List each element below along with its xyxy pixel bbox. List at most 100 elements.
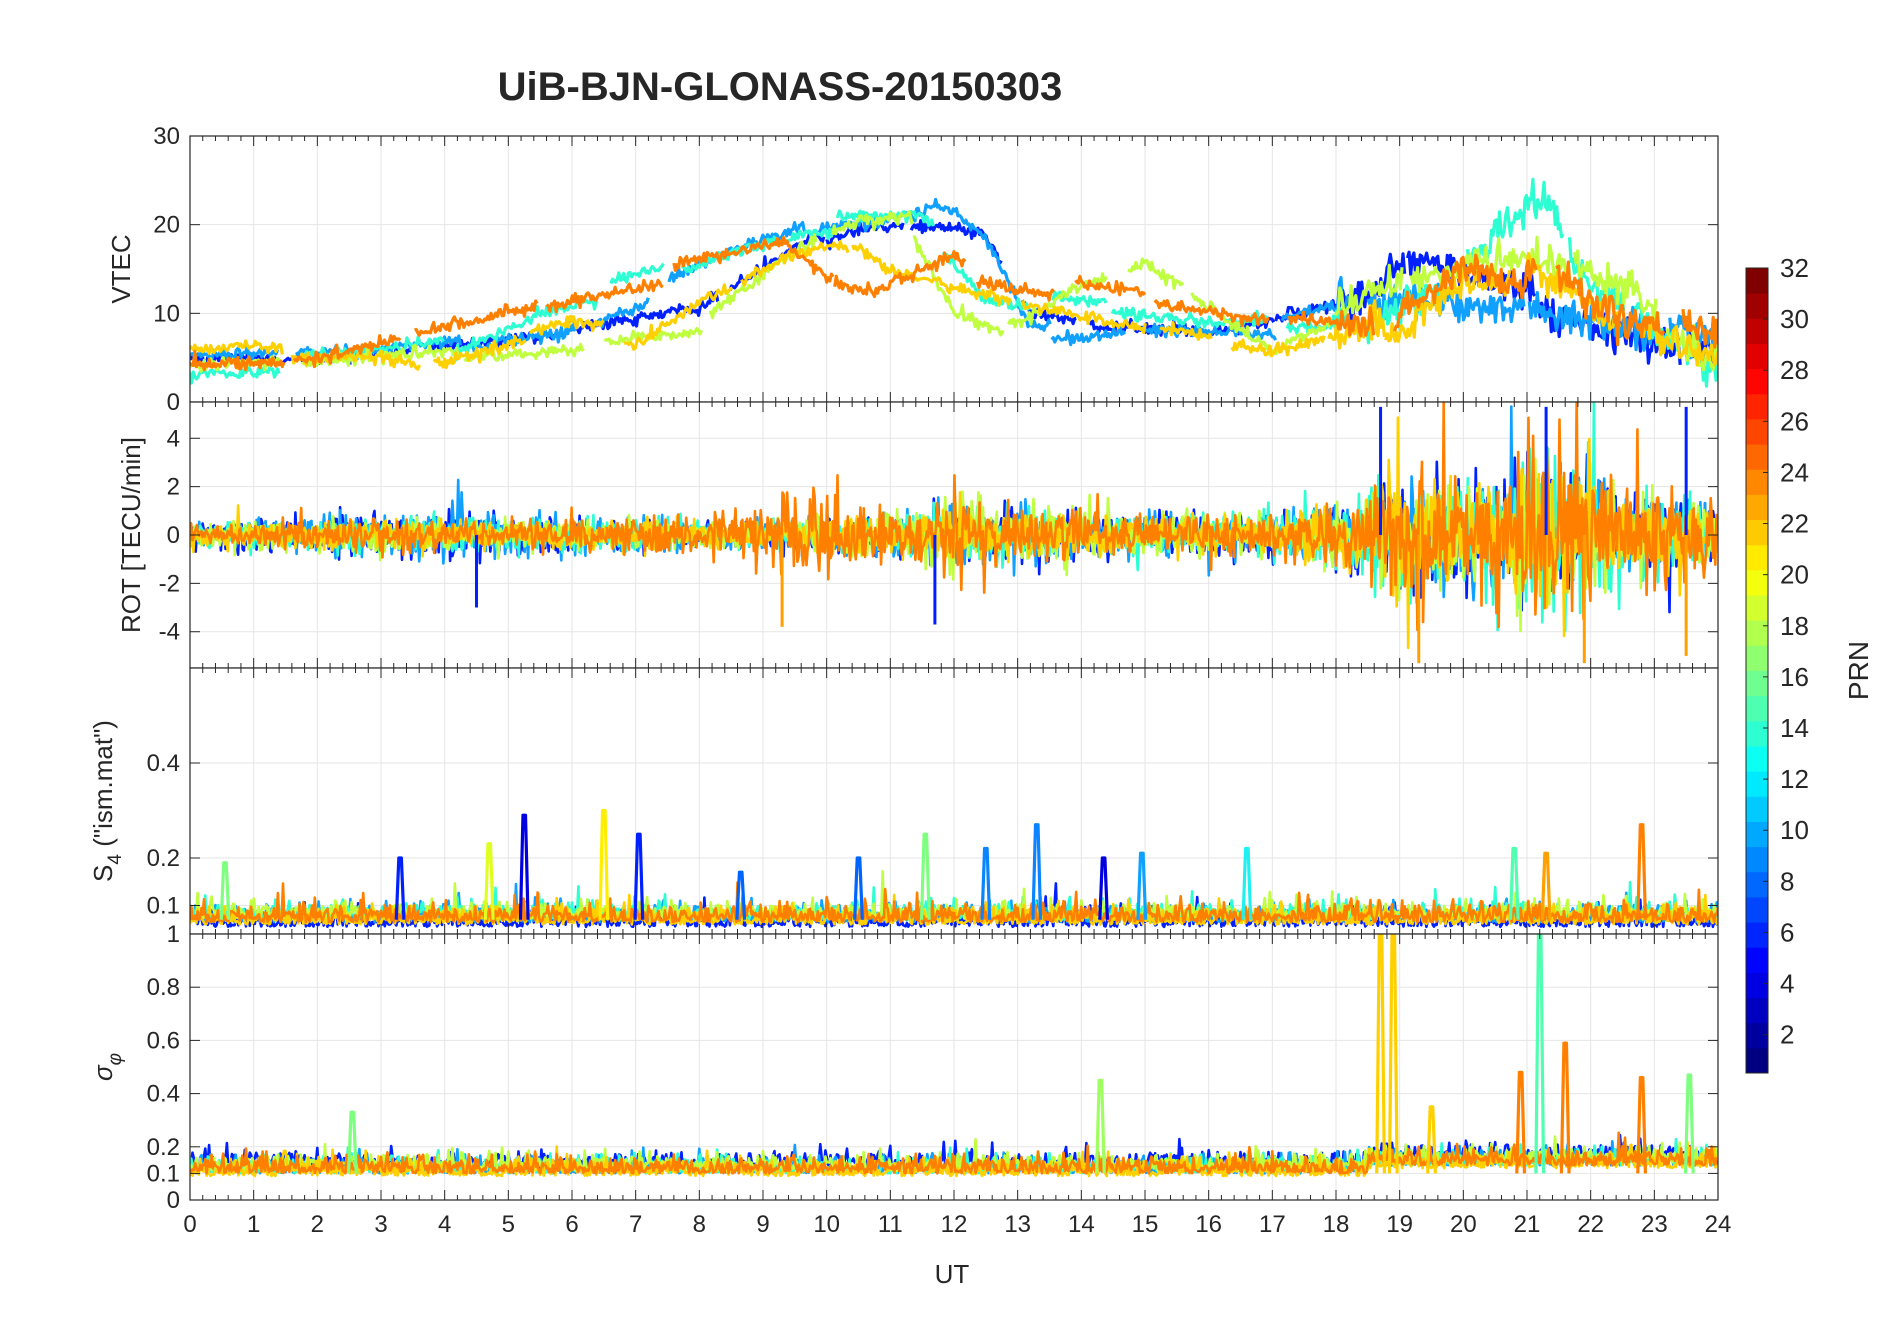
colorbar-segment: [1746, 745, 1768, 772]
sigma_phi-y-tick-label: 0.8: [147, 974, 180, 1001]
sigma_phi-y-tick-label: 1: [167, 921, 180, 948]
s4-peak: [598, 808, 610, 920]
colorbar-segment: [1746, 670, 1768, 697]
x-tick-label: 7: [629, 1211, 642, 1238]
colorbar-tick-label: 2: [1780, 1020, 1794, 1050]
rot-y-tick-label: 4: [167, 425, 180, 452]
s4-peak: [1098, 856, 1110, 920]
vtec-series-prn-24: [833, 250, 967, 299]
x-tick-label: 2: [311, 1211, 324, 1238]
x-tick-label: 18: [1323, 1211, 1350, 1238]
vtec-series-prn-21: [1159, 321, 1213, 341]
s4-peak: [853, 856, 864, 920]
vtec-x-ticks: [189, 136, 1719, 402]
s4-y-tick-label: 0.2: [147, 845, 180, 872]
colorbar-label: PRN: [1843, 641, 1874, 700]
colorbar-tick-label: 24: [1780, 457, 1809, 487]
colorbar-segment: [1746, 268, 1768, 294]
x-axis-label: UT: [935, 1259, 970, 1289]
vtec-series-prn-24: [1153, 299, 1270, 328]
colorbar-tick-label: 16: [1780, 662, 1809, 692]
sigma_phi-peak: [1534, 934, 1546, 1174]
colorbar-segment: [1746, 947, 1768, 973]
rot-series-prn-24: [190, 402, 1718, 632]
rot-x-ticks: [189, 402, 1719, 668]
s4-peak: [1508, 846, 1520, 920]
s4-peak: [483, 842, 495, 920]
vtec-series-prn-21: [1021, 299, 1147, 335]
colorbar-border: [1745, 267, 1769, 1074]
x-tick-label: 16: [1195, 1211, 1222, 1238]
x-tick-label: 11: [878, 1211, 903, 1238]
s4-y-axis-label: S4 ("ism.mat"): [88, 720, 126, 882]
x-tick-label: 13: [1004, 1211, 1031, 1238]
s4-series-prn-24: [190, 881, 1718, 924]
sigma_phi-peak: [1426, 1105, 1437, 1174]
colorbar-tick-label: 6: [1780, 917, 1794, 947]
vtec-series-prn-14: [609, 262, 665, 285]
colorbar-segment: [1746, 896, 1768, 923]
sigma_phi-peak: [1636, 1076, 1648, 1174]
s4-series: [190, 808, 1718, 929]
x-tick-label: 24: [1705, 1211, 1732, 1238]
x-tick-label: 21: [1514, 1211, 1541, 1238]
vtec-series-prn-24: [190, 349, 286, 372]
colorbar-segment: [1746, 846, 1768, 873]
colorbar-segment: [1746, 771, 1768, 797]
x-tick-label: 12: [941, 1211, 968, 1238]
vtec-series-prn-24: [672, 235, 835, 284]
vtec-y-tick-label: 30: [153, 123, 180, 150]
vtec-series-prn-10: [1050, 325, 1127, 347]
sigma_phi-peak: [1683, 1073, 1695, 1174]
sigma_phi-peak: [1375, 934, 1386, 1174]
rot-y-tick-label: 2: [167, 474, 180, 501]
rot-y-tick-label: 0: [167, 522, 180, 549]
rot-series: [190, 402, 1718, 664]
colorbar-segment: [1746, 595, 1768, 621]
vtec-series-prn-24: [1392, 253, 1538, 332]
colorbar-segment: [1746, 645, 1768, 671]
s4-y-tick-label: 0.1: [147, 893, 180, 920]
sigma_phi-x-ticks: [189, 934, 1719, 1200]
sigma_phi-y-tick-label: 0: [167, 1187, 180, 1214]
vtec-series-prn-18: [708, 233, 818, 320]
s4-peak: [735, 870, 747, 920]
colorbar-tick-label: 12: [1780, 764, 1809, 794]
vtec-series-prn-21: [624, 283, 733, 351]
colorbar-tick-label: 18: [1780, 611, 1809, 641]
rot-y-tick-label: -4: [159, 619, 180, 646]
vtec-y-tick-label: 10: [153, 300, 180, 327]
vtec-y-tick-label: 0: [167, 389, 180, 416]
colorbar-segment: [1746, 293, 1768, 319]
vtec-panel: 0 10 20 30 VTEC: [106, 123, 1719, 416]
colorbar-tick-label: 28: [1780, 355, 1809, 385]
s4-panel: 0.1 0.2 0.4 S4 ("ism.mat"): [88, 667, 1719, 935]
x-tick-label: 20: [1450, 1211, 1477, 1238]
s4-peak: [1540, 851, 1552, 920]
s4-y-tick-label: 0.4: [147, 750, 180, 777]
colorbar-segment: [1746, 418, 1768, 445]
x-tick-label: 10: [813, 1211, 840, 1238]
vtec-series-prn-6: [1405, 250, 1537, 311]
vtec-series-prn-24: [414, 299, 539, 337]
x-tick-label: 23: [1641, 1211, 1668, 1238]
colorbar-tick-label: 8: [1780, 866, 1794, 896]
vtec-series-prn-24: [1555, 260, 1666, 347]
sigma_phi-peak: [1095, 1078, 1106, 1174]
vtec-series-prn-18: [831, 210, 914, 236]
x-tick-label: 6: [565, 1211, 578, 1238]
vtec-series-prn-18: [1334, 263, 1404, 317]
chart-title: UiB-BJN-GLONASS-20150303: [498, 65, 1063, 109]
vtec-series-prn-21: [1384, 267, 1512, 343]
vtec-series-prn-24: [1074, 274, 1147, 298]
colorbar-segment: [1746, 972, 1768, 999]
colorbar-tick-label: 4: [1780, 969, 1794, 999]
x-tick-label: 17: [1259, 1211, 1286, 1238]
colorbar-segment: [1746, 343, 1768, 370]
sigma_phi-peak: [1515, 1070, 1527, 1174]
colorbar-segment: [1746, 821, 1768, 848]
s4-peak: [394, 856, 406, 920]
s4-x-ticks: [189, 668, 1719, 934]
